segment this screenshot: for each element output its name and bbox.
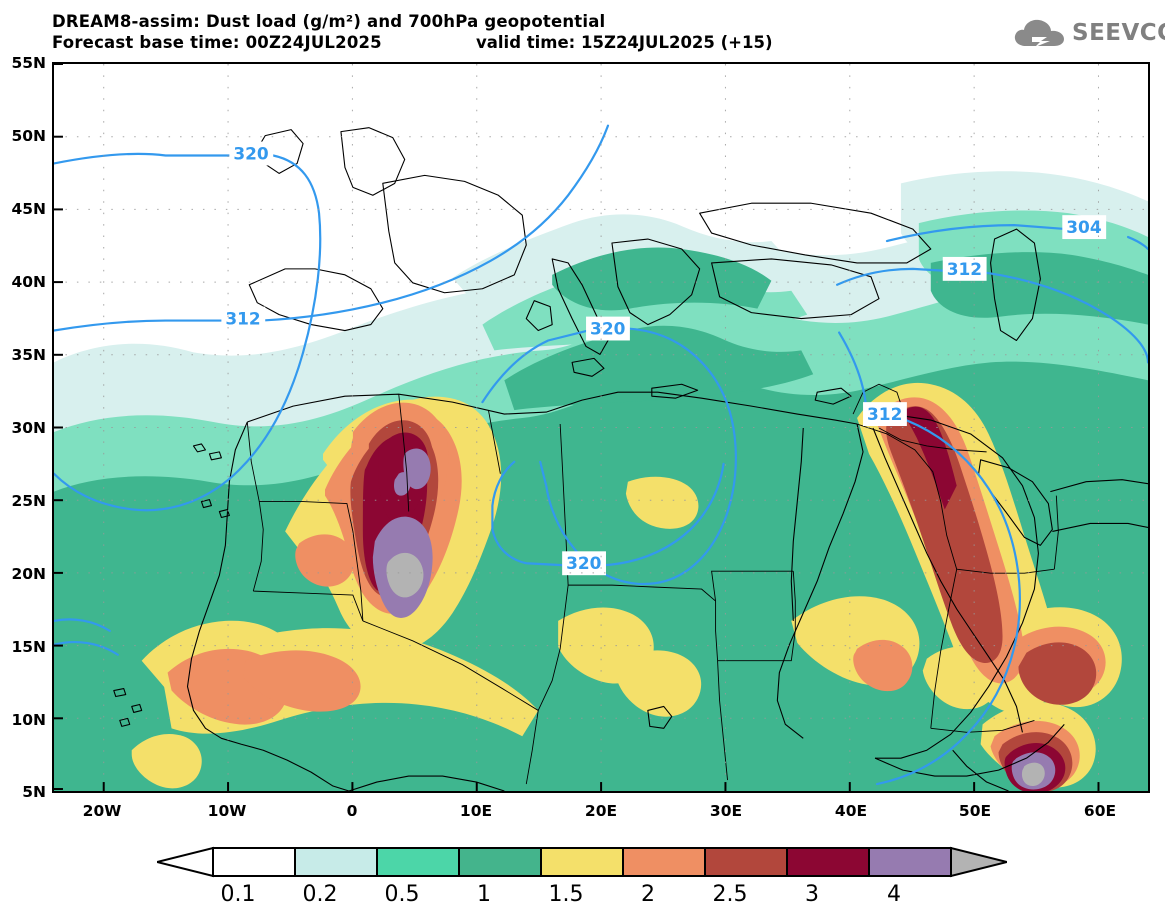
cbar-tick-0.1: 0.1 [220,882,256,907]
cbar-tick-1: 1 [477,882,491,907]
lat-label-45N: 45N [11,200,46,218]
lon-label-10E: 10E [459,802,493,820]
lat-label-25N: 25N [11,492,46,510]
geopotential-contour-layer [54,124,1148,786]
cbar-tick-2.5: 2.5 [712,882,748,907]
coastline-layer [113,127,1148,791]
cbar-band-2.5-3 [786,847,870,877]
cbar-band-1.5-2 [622,847,706,877]
cbar-band-under [212,847,296,877]
forecast-map[interactable]: 320 312 320 320 312 312 304 [52,62,1150,793]
seevccc-logo: SEEVCCC [1012,14,1165,54]
lon-label-20W: 20W [82,802,122,820]
chart-subtitle-base-time: Forecast base time: 00Z24JUL2025 [52,33,382,52]
contour-label-320-italy: 320 [590,319,625,339]
lat-label-50N: 50N [11,127,46,145]
map-canvas: 320 312 320 320 312 312 304 [54,64,1148,791]
contour-label-312-levant: 312 [867,404,902,424]
cbar-band-3-4 [868,847,952,877]
lon-label-40E: 40E [834,802,868,820]
contour-label-312-iberia: 312 [225,309,260,329]
contour-label-312-caspian: 312 [947,259,982,279]
cbar-tick-0.5: 0.5 [384,882,420,907]
lat-label-55N: 55N [11,54,46,72]
colorbar[interactable]: 0.1 0.2 0.5 1 1.5 2 2.5 3 4 [0,838,1165,908]
lat-label-30N: 30N [11,419,46,437]
dust-shading-layer [54,171,1148,791]
lat-label-10N: 10N [11,711,46,729]
lat-label-20N: 20N [11,565,46,583]
chart-subtitle-valid-time: valid time: 15Z24JUL2025 (+15) [476,33,773,52]
logo-text: SEEVCCC [1072,20,1165,46]
chart-title: DREAM8-assim: Dust load (g/m²) and 700hP… [52,12,606,31]
cloud-icon [1014,19,1064,47]
cbar-tick-1.5: 1.5 [548,882,584,907]
contour-label-320-libya: 320 [566,553,601,573]
lon-label-30E: 30E [709,802,743,820]
contour-label-320-atlantic: 320 [233,143,268,163]
cbar-band-0.5-1 [458,847,542,877]
lat-label-35N: 35N [11,346,46,364]
cbar-tick-4: 4 [887,882,901,907]
contour-label-layer: 320 312 320 320 312 312 304 [221,141,1107,576]
cbar-tick-3: 3 [805,882,819,907]
cbar-band-1-1.5 [540,847,624,877]
lon-label-60E: 60E [1083,802,1117,820]
cbar-band-2-2.5 [704,847,788,877]
tick-layer [54,64,1100,791]
lon-label-10W: 10W [207,802,247,820]
lat-label-15N: 15N [11,638,46,656]
lon-label-20E: 20E [584,802,618,820]
contour-label-304-north: 304 [1066,217,1101,237]
cbar-tick-2: 2 [641,882,655,907]
lon-label-50E: 50E [958,802,992,820]
lat-label-5N: 5N [22,783,46,801]
cbar-band-0.2-0.5 [376,847,460,877]
chart-header: DREAM8-assim: Dust load (g/m²) and 700hP… [0,0,1165,60]
colorbar-swatches[interactable] [157,846,1007,878]
cbar-tick-0.2: 0.2 [302,882,338,907]
lon-label-0: 0 [346,802,358,820]
cbar-band-0.1-0.2 [294,847,378,877]
lat-label-40N: 40N [11,273,46,291]
